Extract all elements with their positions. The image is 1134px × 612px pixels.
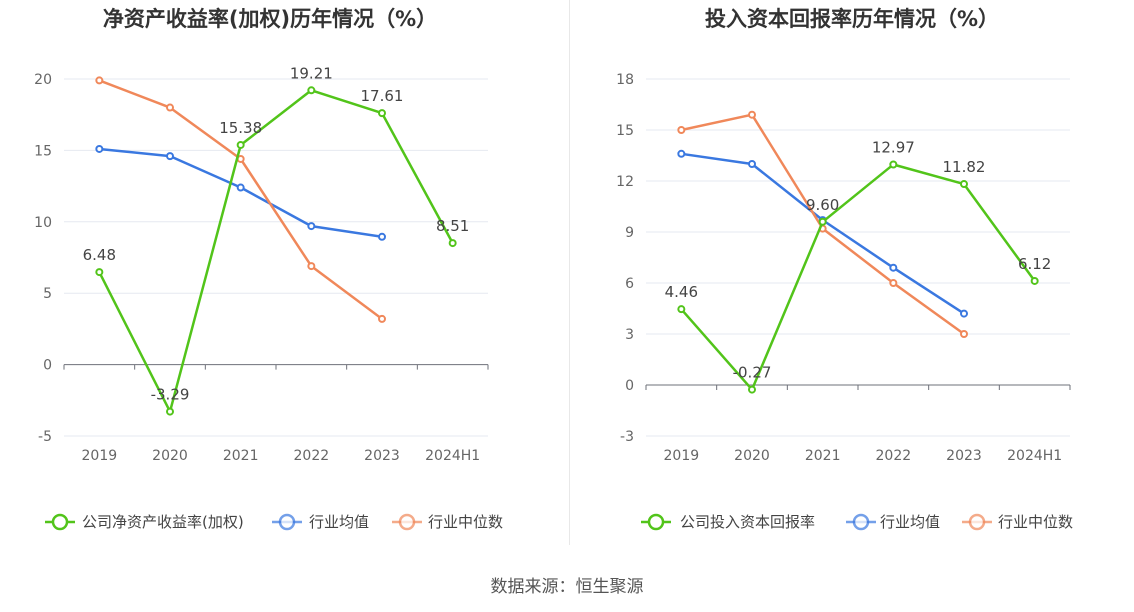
data-point [1030, 276, 1039, 285]
y-tick-label: 6 [625, 276, 634, 292]
data-label: 15.38 [219, 119, 262, 137]
data-label: 4.46 [665, 283, 698, 301]
chart-1: 净资产收益率(加权)历年情况（%） -5 0 5 10 15 20 2019 2020 2021 2… [34, 7, 503, 531]
data-point [166, 103, 174, 112]
data-label: -3.29 [151, 386, 190, 404]
y-tick-label: 18 [616, 72, 634, 88]
legend-label: 公司净资产收益率(加权) [82, 513, 244, 531]
data-point [677, 126, 686, 134]
data-point [95, 76, 104, 85]
legend-marker [852, 513, 870, 531]
data-point [166, 407, 174, 416]
y-tick-label: 9 [625, 225, 634, 241]
data-label: -0.27 [733, 364, 772, 382]
data-point [307, 222, 316, 231]
panel-divider [569, 0, 570, 545]
legend-marker [968, 513, 986, 531]
y-tick-label: 15 [616, 123, 634, 139]
x-tick-label: 2023 [946, 448, 982, 464]
y-tick-label: 0 [43, 358, 52, 374]
series-line [98, 79, 383, 320]
x-tick-label: 2022 [876, 448, 912, 464]
data-point [166, 152, 174, 161]
legend-label: 行业均值 [309, 513, 369, 531]
data-point [889, 279, 898, 287]
legend-label: 公司投入资本回报率 [680, 513, 815, 531]
data-label: 9.60 [806, 196, 839, 214]
data-point [748, 110, 756, 119]
data-point [960, 330, 968, 338]
series-line [681, 152, 965, 315]
legend-label: 行业中位数 [428, 513, 503, 531]
data-point [95, 268, 104, 277]
chart-2: 投入资本回报率历年情况（%） -3 0 3 6 9 12 15 18 2019 2020 2021 20… [616, 7, 1073, 531]
data-label: 8.51 [436, 217, 469, 235]
data-point [677, 305, 686, 314]
data-label: 6.12 [1018, 255, 1051, 273]
data-point [960, 309, 968, 318]
data-source-note: 数据来源：恒生聚源 [490, 577, 644, 597]
data-label: 11.82 [943, 158, 986, 176]
y-tick-label: 12 [616, 174, 634, 190]
y-tick-label: 3 [625, 327, 634, 343]
data-point [307, 86, 316, 95]
data-point [378, 314, 386, 323]
data-point [748, 385, 756, 394]
x-tick-label: 2020 [152, 448, 188, 464]
y-tick-label: 20 [34, 72, 52, 88]
chart-title: 投入资本回报率历年情况（%） [705, 7, 999, 31]
x-tick-label: 2022 [294, 448, 330, 464]
legend-marker [647, 513, 665, 531]
legend-marker [51, 513, 69, 531]
data-point [960, 180, 968, 189]
x-tick-label: 2024H1 [425, 448, 480, 464]
data-label: 6.48 [83, 246, 116, 264]
data-point [889, 160, 898, 169]
y-tick-label: -5 [38, 429, 52, 445]
x-tick-label: 2019 [82, 448, 118, 464]
series-line [98, 89, 454, 413]
x-tick-label: 2024H1 [1007, 448, 1062, 464]
data-point [818, 217, 827, 226]
data-point [307, 262, 316, 271]
series-line [680, 163, 1036, 391]
legend-label: 行业中位数 [998, 513, 1073, 531]
y-tick-label: 0 [625, 378, 634, 394]
y-tick-label: -3 [620, 429, 634, 445]
data-label: 17.61 [361, 87, 404, 105]
data-label: 12.97 [872, 139, 915, 157]
data-point [378, 232, 386, 241]
x-tick-label: 2021 [223, 448, 259, 464]
x-tick-label: 2019 [664, 448, 700, 464]
legend-marker [278, 513, 296, 531]
data-point [95, 144, 104, 153]
data-point [889, 263, 898, 272]
x-tick-label: 2020 [734, 448, 770, 464]
legend-label: 行业均值 [880, 513, 940, 531]
legend-marker [398, 513, 416, 531]
y-tick-label: 15 [34, 143, 52, 159]
data-point [448, 239, 457, 248]
data-point [677, 149, 686, 158]
x-tick-label: 2023 [364, 448, 400, 464]
data-point [236, 183, 245, 192]
y-tick-label: 10 [34, 215, 52, 231]
data-point [236, 140, 245, 149]
y-tick-label: 5 [43, 286, 52, 302]
data-label: 19.21 [290, 64, 333, 82]
x-tick-label: 2021 [805, 448, 841, 464]
charts-canvas: 净资产收益率(加权)历年情况（%） -5 0 5 10 15 20 2019 2020 2021 2… [34, 7, 1073, 531]
data-point [748, 160, 756, 168]
data-point [378, 109, 386, 118]
chart-title: 净资产收益率(加权)历年情况（%） [103, 7, 437, 31]
